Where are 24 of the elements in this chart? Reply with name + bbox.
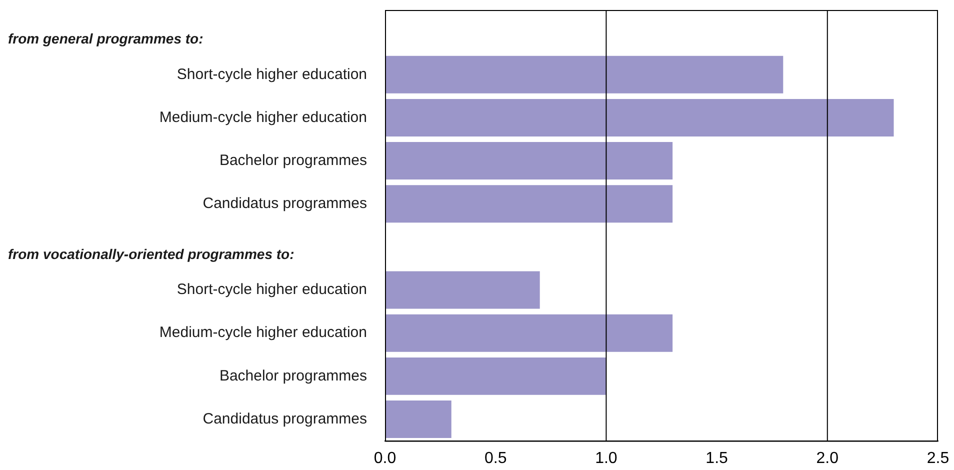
bar [385, 142, 673, 180]
bar [385, 314, 673, 352]
text: from general programmes to: [8, 30, 204, 46]
y-tick-label: Bachelor programmes [219, 367, 367, 384]
x-tick-label: 1.5 [706, 450, 728, 467]
bar [385, 400, 452, 438]
bar [385, 56, 784, 94]
y-tick-label: Bachelor programmes [219, 152, 367, 169]
y-tick-label: Medium-cycle higher education [159, 324, 367, 342]
x-tick-label: 1.0 [595, 450, 618, 467]
x-tick-label: 2.5 [926, 450, 950, 467]
y-tick-label: Short-cycle higher education [176, 281, 367, 298]
bar [385, 357, 606, 395]
bar [385, 185, 673, 223]
text: from vocationally-oriented programmes to: [8, 246, 294, 262]
x-tick-label: 0.5 [484, 450, 507, 467]
y-tick-label: Candidatus programmes [202, 195, 367, 212]
x-tick-label: 0.0 [374, 450, 396, 467]
bar [385, 271, 540, 309]
y-tick-label: Medium-cycle higher education [159, 108, 367, 126]
x-tick-label: 2.0 [816, 450, 839, 467]
y-tick-label: Short-cycle higher education [176, 66, 367, 83]
y-tick-label: Candidatus programmes [202, 410, 367, 428]
bar [385, 98, 894, 136]
